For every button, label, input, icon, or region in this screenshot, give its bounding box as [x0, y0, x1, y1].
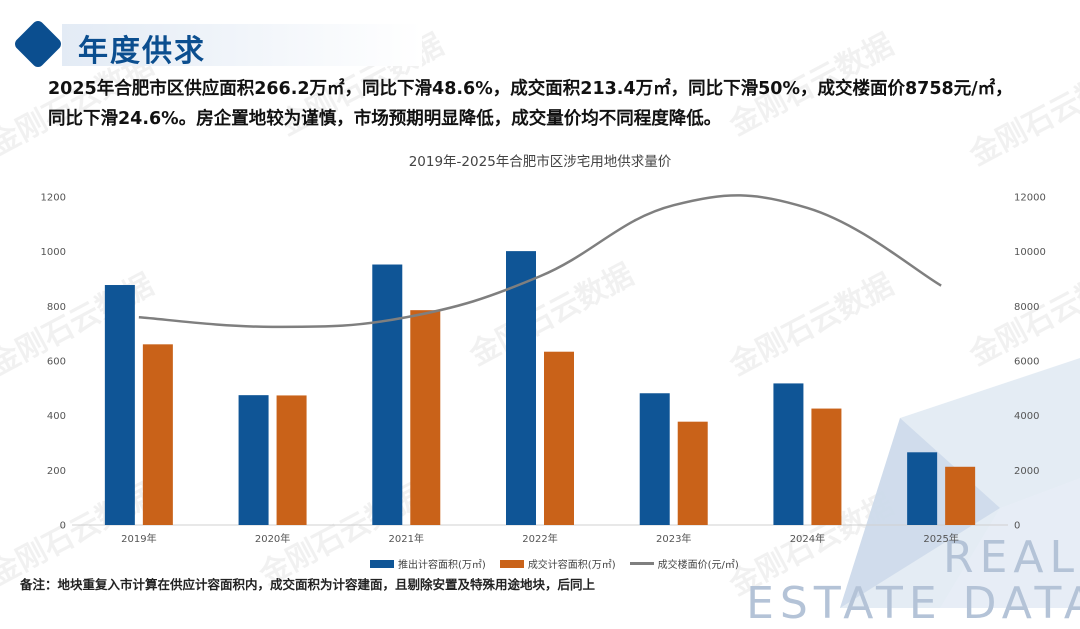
y-tick-label-right: 0 — [1014, 521, 1020, 532]
x-tick-label: 2022年 — [522, 532, 557, 545]
bar-supply — [372, 265, 402, 525]
x-tick-label: 2023年 — [656, 532, 691, 545]
legend-item-supply: 推出计容面积(万㎡) — [370, 556, 486, 571]
y-tick-label-left: 200 — [47, 466, 66, 477]
bar-supply — [105, 285, 135, 525]
y-tick-label-left: 800 — [47, 302, 66, 313]
legend-item-deal: 成交计容面积(万㎡) — [500, 556, 616, 571]
y-tick-label-left: 400 — [47, 411, 66, 422]
y-tick-label-left: 0 — [60, 521, 66, 532]
legend-label-deal: 成交计容面积(万㎡) — [528, 556, 616, 571]
bar-supply — [773, 383, 803, 525]
y-tick-label-left: 1000 — [41, 247, 66, 258]
bar-supply — [239, 395, 269, 525]
x-tick-label: 2020年 — [255, 532, 290, 545]
legend-label-price: 成交楼面价(元/㎡) — [658, 556, 739, 571]
footnote: 备注：地块重复入市计算在供应计容面积内，成交面积为计容建面，且剔除安置及特殊用途… — [20, 574, 595, 593]
price-line — [139, 195, 941, 326]
legend-swatch-deal — [500, 560, 524, 568]
y-tick-label-left: 1200 — [41, 193, 66, 204]
bar-supply — [506, 251, 536, 525]
legend-swatch-supply — [370, 560, 394, 568]
bar-deal — [678, 422, 708, 525]
legend-item-price: 成交楼面价(元/㎡) — [630, 556, 739, 571]
y-tick-label-right: 2000 — [1014, 466, 1039, 477]
y-tick-label-right: 8000 — [1014, 302, 1039, 313]
x-tick-label: 2025年 — [923, 532, 958, 545]
x-tick-label: 2021年 — [389, 532, 424, 545]
bar-deal — [143, 344, 173, 525]
y-tick-label-right: 10000 — [1014, 247, 1046, 258]
bar-supply — [907, 452, 937, 525]
y-tick-label-right: 6000 — [1014, 357, 1039, 368]
bar-deal — [544, 352, 574, 525]
y-tick-label-right: 12000 — [1014, 193, 1046, 204]
legend-swatch-price — [630, 562, 654, 565]
bar-deal — [410, 310, 440, 525]
bar-deal — [277, 395, 307, 525]
chart-legend: 推出计容面积(万㎡) 成交计容面积(万㎡) 成交楼面价(元/㎡) — [370, 556, 739, 571]
y-tick-label-right: 4000 — [1014, 411, 1039, 422]
chart: 0200400600800100012000200040006000800010… — [0, 0, 1080, 608]
bar-supply — [640, 393, 670, 525]
x-tick-label: 2019年 — [121, 532, 156, 545]
x-tick-label: 2024年 — [790, 532, 825, 545]
y-tick-label-left: 600 — [47, 357, 66, 368]
legend-label-supply: 推出计容面积(万㎡) — [398, 556, 486, 571]
bar-deal — [945, 467, 975, 525]
bar-deal — [811, 409, 841, 525]
